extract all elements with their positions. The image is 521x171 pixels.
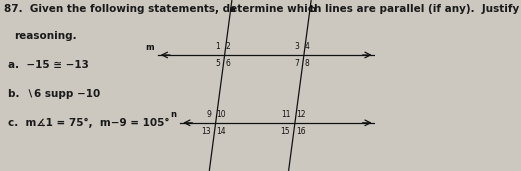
Text: 15: 15 [281, 127, 290, 136]
Text: 16: 16 [296, 127, 305, 136]
Text: 5: 5 [215, 59, 220, 68]
Text: 9: 9 [206, 110, 211, 119]
Text: 1: 1 [215, 42, 220, 51]
Text: 12: 12 [296, 110, 305, 119]
Text: 2: 2 [226, 42, 230, 51]
Text: c.  m∡1 = 75°,  m−9 = 105°: c. m∡1 = 75°, m−9 = 105° [8, 118, 170, 128]
Text: 7: 7 [294, 59, 299, 68]
Text: a: a [230, 5, 235, 14]
Text: 8: 8 [305, 59, 309, 68]
Text: 4: 4 [305, 42, 309, 51]
Text: 3: 3 [294, 42, 299, 51]
Text: m: m [145, 43, 154, 52]
Text: a.  −15 ≅ −13: a. −15 ≅ −13 [8, 60, 89, 70]
Text: reasoning.: reasoning. [14, 31, 77, 41]
Text: 10: 10 [217, 110, 226, 119]
Text: b.  ∖6 supp −10: b. ∖6 supp −10 [8, 89, 101, 99]
Text: b: b [309, 5, 315, 14]
Text: 6: 6 [226, 59, 230, 68]
Text: 87.  Given the following statements, determine which lines are parallel (if any): 87. Given the following statements, dete… [5, 4, 521, 14]
Text: 14: 14 [217, 127, 226, 136]
Text: 11: 11 [281, 110, 290, 119]
Text: n: n [170, 110, 177, 119]
Text: 13: 13 [201, 127, 211, 136]
